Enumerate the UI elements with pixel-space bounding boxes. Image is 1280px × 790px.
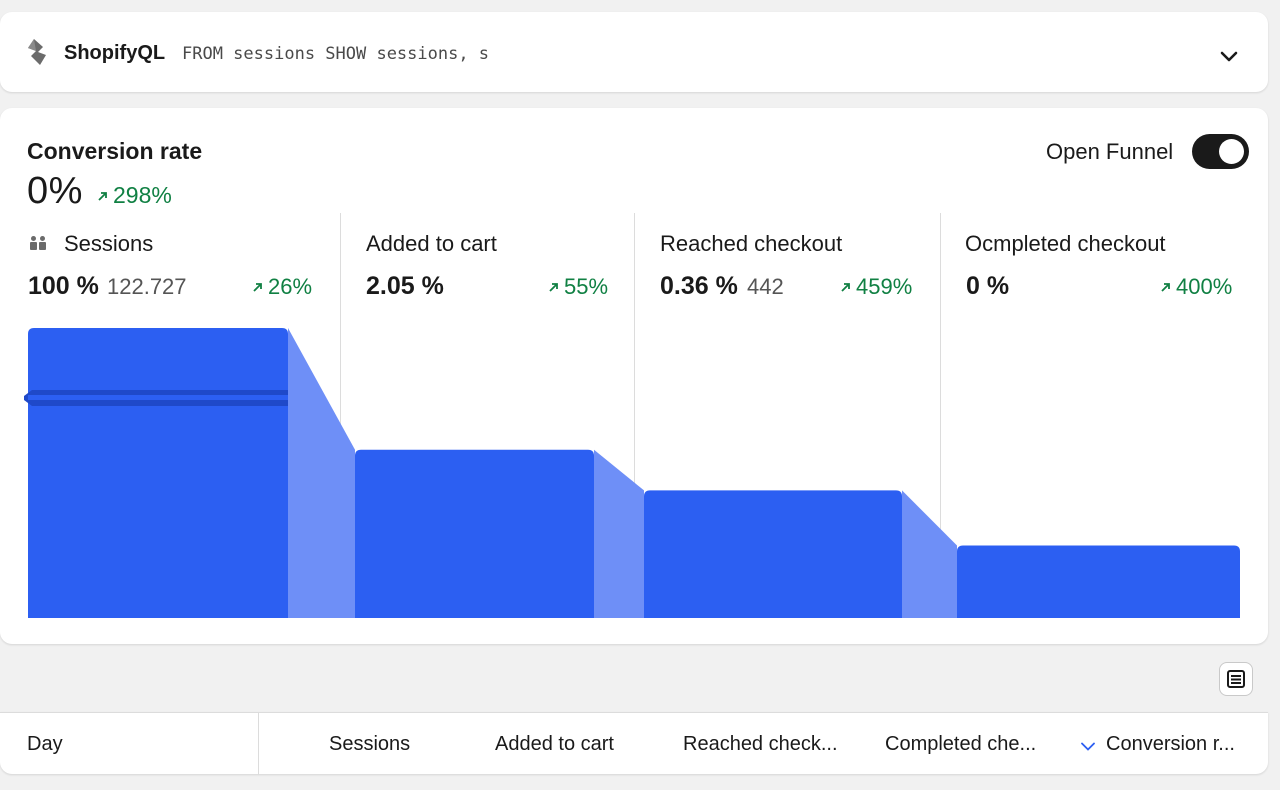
arrow-up-right-icon <box>549 283 558 292</box>
funnel-bar-added-to-cart[interactable] <box>355 449 594 618</box>
stage-change-value: 400% <box>1176 274 1233 299</box>
stage-count-sessions: 122.727 <box>107 274 187 299</box>
stage-change-added-to-cart: 55% <box>548 274 608 300</box>
stage-change-value: 55% <box>564 274 609 299</box>
conversion-rate-value: 0% <box>27 170 83 212</box>
arrow-up-right-icon <box>1161 283 1170 292</box>
arrow-up-right-icon <box>98 191 107 201</box>
column-header-completed-checkout[interactable]: Completed che... <box>885 733 1037 755</box>
stage-change-reached-checkout: 459% <box>840 274 912 300</box>
column-header-reached-checkout[interactable]: Reached check... <box>683 733 838 755</box>
stage-count-reached-checkout: 442 <box>747 274 784 299</box>
table-icon <box>1227 670 1245 688</box>
column-separator <box>258 713 259 775</box>
stage-pct-added-to-cart: 2.05 % <box>366 272 444 300</box>
arrow-up-right-icon <box>841 283 850 292</box>
people-icon <box>30 236 46 250</box>
funnel-bar-reached-checkout[interactable] <box>644 490 902 618</box>
stage-divider <box>340 213 341 618</box>
stage-label-sessions: Sessions <box>64 231 154 256</box>
stage-label-completed-checkout: Ocmpleted checkout <box>965 231 1166 256</box>
stage-divider <box>634 213 635 618</box>
chevron-down-icon[interactable] <box>1218 50 1240 64</box>
table-view-button[interactable] <box>1219 662 1253 696</box>
query-bar[interactable]: ShopifyQL FROM sessions SHOW sessions, s <box>0 12 1268 92</box>
funnel-bar-completed-checkout[interactable] <box>957 545 1240 619</box>
query-language-label: ShopifyQL <box>64 42 166 64</box>
stage-pct-completed-checkout: 0 % <box>966 272 1010 300</box>
conversion-rate-change-value: 298% <box>113 182 172 208</box>
column-header-added-to-cart[interactable]: Added to cart <box>495 733 614 755</box>
arrow-up-right-icon <box>253 283 262 292</box>
conversion-rate-change: 298% <box>97 182 172 209</box>
stage-divider <box>940 213 941 618</box>
column-header-sessions[interactable]: Sessions <box>329 733 411 755</box>
stage-label-added-to-cart: Added to cart <box>366 231 497 256</box>
stage-change-value: 26% <box>268 274 313 299</box>
stage-pct-reached-checkout: 0.36 % <box>660 272 738 300</box>
open-funnel-toggle[interactable] <box>1192 134 1249 169</box>
stage-pct-sessions: 100 % <box>28 272 99 300</box>
stage-label-reached-checkout: Reached checkout <box>660 231 843 256</box>
shopifyql-logo-icon <box>28 39 46 65</box>
column-header-conversion-rate[interactable]: Conversion r... <box>1106 733 1235 755</box>
sort-chevron-down-icon[interactable] <box>1081 742 1095 751</box>
stage-change-completed-checkout: 400% <box>1160 274 1232 300</box>
open-funnel-label: Open Funnel <box>1046 139 1174 164</box>
query-input[interactable]: FROM sessions SHOW sessions, s <box>182 44 490 64</box>
funnel-bar-sessions[interactable] <box>28 328 288 618</box>
stage-change-sessions: 26% <box>252 274 312 300</box>
conversion-rate-title: Conversion rate <box>27 138 203 164</box>
toggle-knob <box>1219 139 1244 164</box>
column-header-day[interactable]: Day <box>27 733 63 755</box>
stage-change-value: 459% <box>856 274 913 299</box>
table-header-row: Day Sessions Added to cart Reached check… <box>0 712 1268 775</box>
